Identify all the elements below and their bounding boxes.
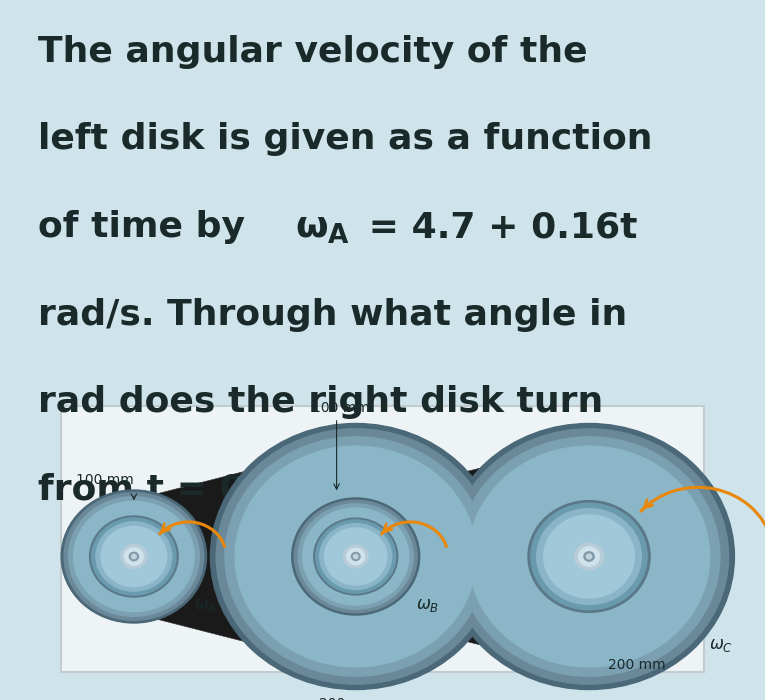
Circle shape xyxy=(69,497,199,616)
Circle shape xyxy=(61,490,207,623)
Polygon shape xyxy=(158,430,403,682)
Circle shape xyxy=(341,543,370,570)
Circle shape xyxy=(587,554,591,559)
Circle shape xyxy=(468,446,710,667)
Circle shape xyxy=(101,526,167,587)
Text: rad does the right disk turn: rad does the right disk turn xyxy=(38,385,604,419)
Circle shape xyxy=(450,429,728,684)
Circle shape xyxy=(125,548,143,565)
Circle shape xyxy=(343,545,368,568)
Circle shape xyxy=(132,554,136,559)
Text: $\omega_A$: $\omega_A$ xyxy=(194,596,217,615)
Text: The angular velocity of the: The angular velocity of the xyxy=(38,35,588,69)
Circle shape xyxy=(537,509,641,604)
Text: $\omega_C$: $\omega_C$ xyxy=(709,636,734,654)
Circle shape xyxy=(347,548,365,565)
Circle shape xyxy=(295,500,417,612)
Circle shape xyxy=(528,500,650,612)
Circle shape xyxy=(216,429,495,684)
Circle shape xyxy=(320,524,392,589)
Text: = 4.7 + 0.16t: = 4.7 + 0.16t xyxy=(356,210,637,244)
Circle shape xyxy=(345,547,366,566)
Circle shape xyxy=(303,508,409,605)
Circle shape xyxy=(225,437,487,676)
Circle shape xyxy=(90,516,178,597)
FancyBboxPatch shape xyxy=(61,406,704,672)
Text: $\omega_B$: $\omega_B$ xyxy=(416,596,439,615)
Text: rad/s. Through what angle in: rad/s. Through what angle in xyxy=(38,298,627,332)
Text: from t = 0 to t = 4.7 s?: from t = 0 to t = 4.7 s? xyxy=(38,473,504,507)
Circle shape xyxy=(351,552,360,561)
Text: 200 mm: 200 mm xyxy=(608,658,666,672)
Circle shape xyxy=(311,515,401,598)
Text: 100 mm: 100 mm xyxy=(76,473,134,486)
Circle shape xyxy=(64,493,203,620)
Circle shape xyxy=(298,503,414,610)
Circle shape xyxy=(295,500,417,612)
Polygon shape xyxy=(379,430,634,683)
Circle shape xyxy=(531,503,647,610)
Circle shape xyxy=(235,446,477,667)
Circle shape xyxy=(578,547,600,566)
Text: left disk is given as a function: left disk is given as a function xyxy=(38,122,653,157)
Circle shape xyxy=(304,509,408,604)
Circle shape xyxy=(584,552,594,561)
Text: $\mathbf{\omega}_\mathbf{A}$: $\mathbf{\omega}_\mathbf{A}$ xyxy=(295,210,350,246)
Circle shape xyxy=(298,504,413,609)
Circle shape xyxy=(316,520,396,593)
Circle shape xyxy=(353,554,358,559)
Circle shape xyxy=(458,437,720,676)
Circle shape xyxy=(444,424,734,690)
Circle shape xyxy=(210,424,501,690)
Circle shape xyxy=(544,515,634,598)
Circle shape xyxy=(92,518,176,595)
Text: 200 mm: 200 mm xyxy=(319,696,377,700)
Circle shape xyxy=(121,545,147,568)
Circle shape xyxy=(129,552,138,561)
Circle shape xyxy=(73,501,194,612)
Circle shape xyxy=(291,498,420,615)
Circle shape xyxy=(96,522,172,592)
Circle shape xyxy=(353,554,358,559)
Circle shape xyxy=(575,543,604,570)
Circle shape xyxy=(314,518,398,595)
Text: of time by: of time by xyxy=(38,210,258,244)
Text: 100 mm: 100 mm xyxy=(311,401,369,415)
Circle shape xyxy=(324,528,387,585)
Circle shape xyxy=(350,552,361,561)
